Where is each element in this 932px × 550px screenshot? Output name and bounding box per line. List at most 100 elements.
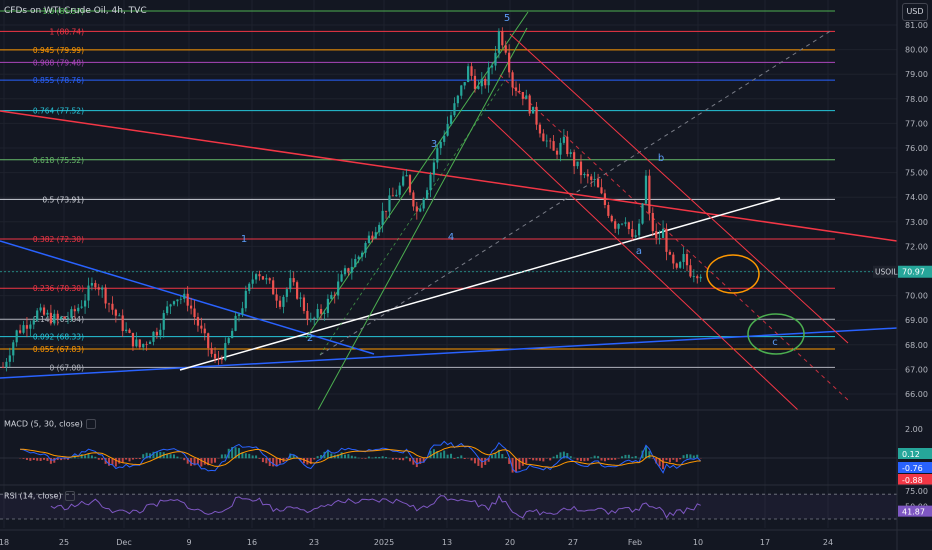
candle-body <box>388 195 391 212</box>
macd-histogram-bar <box>374 456 377 459</box>
macd-histogram-bar <box>25 458 28 460</box>
currency-button[interactable]: USD <box>902 3 928 21</box>
candle-body <box>425 190 429 199</box>
macd-histogram-bar <box>313 458 316 460</box>
macd-histogram-bar <box>562 451 565 459</box>
macd-histogram-bar <box>121 458 124 464</box>
macd-histogram-bar <box>364 458 367 459</box>
macd-histogram-bar <box>456 456 459 459</box>
candle-body <box>15 330 18 343</box>
macd-histogram-bar <box>32 458 35 460</box>
candle-body <box>525 95 528 99</box>
macd-histogram-bar <box>395 458 398 460</box>
candle-body <box>473 75 477 89</box>
candle-body <box>422 198 425 209</box>
candle-body <box>579 161 583 176</box>
rsi-value-label: 41.87 <box>902 508 925 517</box>
indicator-settings-icon[interactable] <box>64 491 75 501</box>
macd-histogram-bar <box>190 458 193 466</box>
macd-histogram-bar <box>60 458 63 461</box>
candle-body <box>661 228 665 238</box>
macd-histogram-bar <box>244 453 247 459</box>
macd-histogram-bar <box>515 458 517 473</box>
fib-level-label: 1 (80.74) <box>50 27 85 36</box>
candle-body <box>480 78 483 87</box>
rsi-value-tag <box>898 505 932 517</box>
candle-body <box>70 309 73 318</box>
candle-body <box>648 175 651 213</box>
macd-histogram-bar <box>114 458 117 467</box>
macd-histogram-bar <box>631 456 634 459</box>
candle-body <box>354 258 357 267</box>
candle-body <box>94 283 97 288</box>
macd-histogram-bar <box>166 453 169 459</box>
price-tick-label: 74.00 <box>905 193 928 202</box>
rsi-line <box>50 494 701 519</box>
macd-histogram-bar <box>603 458 606 462</box>
price-tick-label: 69.00 <box>905 316 928 325</box>
rsi-label[interactable]: RSI (14, close) <box>4 491 75 501</box>
macd-histogram-bar <box>538 458 541 461</box>
macd-histogram-bar <box>436 451 439 459</box>
macd-histogram-bar <box>210 458 213 464</box>
macd-histogram-bar <box>398 458 401 460</box>
macd-histogram-bar <box>285 458 288 460</box>
candle-body <box>436 148 439 163</box>
macd-histogram-bar <box>675 458 678 462</box>
macd-histogram-bar <box>371 457 374 459</box>
macd-histogram-bar <box>292 454 295 459</box>
candle-body <box>573 152 576 167</box>
price-tick-label: 81.00 <box>905 21 928 30</box>
macd-histogram-bar <box>460 455 463 459</box>
macd-histogram-bar <box>87 453 90 459</box>
macd-histogram-bar <box>272 458 275 467</box>
rsi-tick-label: 75.00 <box>905 487 928 496</box>
time-tick-label: Dec <box>116 538 131 547</box>
indicator-settings-icon[interactable] <box>85 419 96 429</box>
macd-label[interactable]: MACD (5, 30, close) <box>4 419 96 429</box>
candle-body <box>176 299 179 302</box>
macd-histogram-bar <box>169 454 172 459</box>
candle-body <box>497 31 500 53</box>
macd-value-tag <box>898 448 932 459</box>
candle-body <box>234 315 237 331</box>
candle-body <box>617 223 620 229</box>
candle-body <box>83 300 87 307</box>
candle-body <box>12 342 15 356</box>
macd-histogram-bar <box>367 456 370 459</box>
candle-body <box>538 124 542 134</box>
symbol-label: USOIL <box>875 268 898 277</box>
macd-histogram-bar <box>36 458 39 461</box>
candle-body <box>487 67 490 86</box>
candle-body <box>169 304 172 307</box>
macd-histogram-bar <box>655 458 658 464</box>
macd-histogram-bar <box>624 454 627 459</box>
macd-histogram-bar <box>679 458 682 460</box>
macd-histogram-bar <box>39 458 42 461</box>
macd-histogram-bar <box>614 458 617 460</box>
macd-histogram-bar <box>528 458 531 460</box>
candle-body <box>285 289 288 297</box>
macd-histogram-bar <box>429 450 432 459</box>
macd-value-label: -0.88 <box>902 476 923 485</box>
candle-body <box>443 135 446 142</box>
white-rising-trendline <box>179 197 781 371</box>
macd-histogram-bar <box>316 456 319 459</box>
candle-body <box>63 316 66 319</box>
macd-histogram-bar <box>415 458 418 468</box>
candle-body <box>535 106 538 125</box>
macd-histogram-bar <box>511 458 514 473</box>
candle-body <box>542 133 545 142</box>
candle-body <box>665 228 668 252</box>
last-price-tag <box>898 265 932 278</box>
candle-body <box>607 204 610 216</box>
wave-label: 4 <box>448 232 454 243</box>
macd-histogram-bar <box>49 458 52 464</box>
candle-body <box>155 331 158 336</box>
candle-body <box>545 140 548 142</box>
macd-histogram-bar <box>279 458 282 464</box>
candle-body <box>104 287 107 304</box>
macd-histogram-bar <box>131 458 134 460</box>
candle-body <box>128 329 131 333</box>
